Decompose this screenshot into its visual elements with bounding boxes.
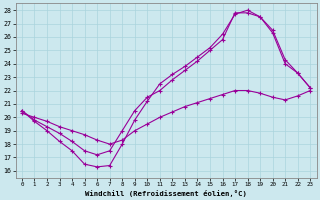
X-axis label: Windchill (Refroidissement éolien,°C): Windchill (Refroidissement éolien,°C) xyxy=(85,190,247,197)
